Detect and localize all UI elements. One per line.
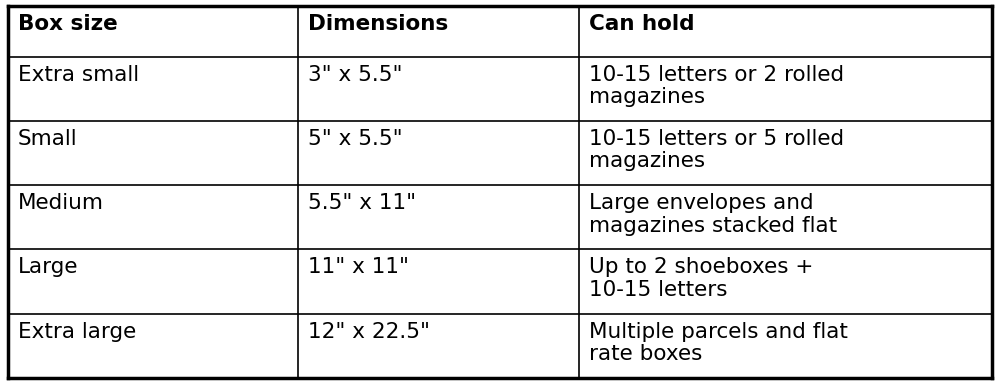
Text: rate boxes: rate boxes xyxy=(589,344,702,364)
Text: Large: Large xyxy=(18,257,78,278)
Text: Small: Small xyxy=(18,129,78,149)
Text: 10-15 letters or 5 rolled: 10-15 letters or 5 rolled xyxy=(589,129,844,149)
Text: 10-15 letters or 2 rolled: 10-15 letters or 2 rolled xyxy=(589,65,844,84)
Text: magazines: magazines xyxy=(589,87,705,107)
Text: Up to 2 shoeboxes +: Up to 2 shoeboxes + xyxy=(589,257,813,278)
Text: 12" x 22.5": 12" x 22.5" xyxy=(308,322,430,342)
Text: 5.5" x 11": 5.5" x 11" xyxy=(308,193,416,213)
Text: Dimensions: Dimensions xyxy=(308,14,449,34)
Text: Extra small: Extra small xyxy=(18,65,139,84)
Text: magazines: magazines xyxy=(589,151,705,171)
Text: Can hold: Can hold xyxy=(589,14,694,34)
Text: 3" x 5.5": 3" x 5.5" xyxy=(308,65,403,84)
Text: Medium: Medium xyxy=(18,193,104,213)
Text: Large envelopes and: Large envelopes and xyxy=(589,193,813,213)
Text: magazines stacked flat: magazines stacked flat xyxy=(589,216,837,236)
Text: 10-15 letters: 10-15 letters xyxy=(589,280,727,300)
Text: 5" x 5.5": 5" x 5.5" xyxy=(308,129,403,149)
Text: Multiple parcels and flat: Multiple parcels and flat xyxy=(589,322,848,342)
Text: Extra large: Extra large xyxy=(18,322,136,342)
Text: Box size: Box size xyxy=(18,14,118,34)
Text: 11" x 11": 11" x 11" xyxy=(308,257,409,278)
